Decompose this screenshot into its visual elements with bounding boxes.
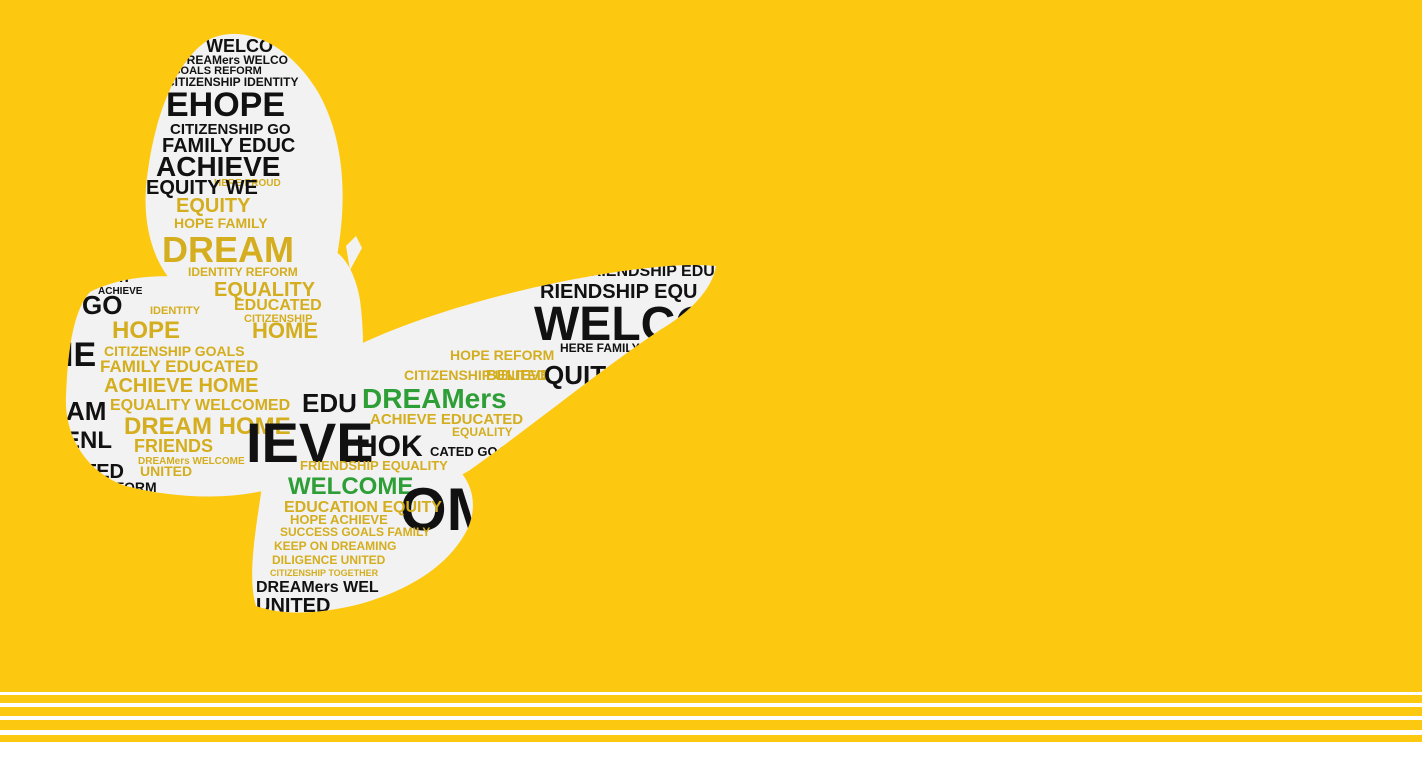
word-dreamers-welcome-small: DREAMers WELCOME	[138, 456, 245, 467]
word-citizenship-goals: CITIZENSHIP GOALS	[104, 343, 245, 359]
word-identity: IDENTITY	[150, 305, 201, 317]
word-dream-big: DREAM	[162, 229, 294, 270]
word-friends: FRIENDS	[134, 436, 213, 456]
word-education-equity: EDUCATION EQUITY	[284, 499, 442, 516]
word-welcome-green: WELCOME	[288, 473, 413, 500]
word-keep-on-dreaming: KEEP ON DREAMING	[274, 539, 396, 553]
word-family-educated: FAMILY EDUCATED	[100, 357, 258, 376]
word-welco-top: WELCO	[206, 36, 273, 56]
word-edu: EDU	[302, 388, 357, 418]
word-goals-reform: GOALS REFORM	[172, 65, 262, 77]
word-home: HOME	[252, 318, 318, 343]
word-hope-family: HOPE FAMILY	[174, 215, 268, 231]
word-dream-home: DREAM HOME	[124, 413, 291, 440]
word-citizenship-together: CITIZENSHIP TOGETHER	[270, 568, 379, 578]
word-united-bottom: UNITED	[256, 595, 330, 617]
word-big-ieve: IEVE	[246, 411, 374, 474]
word-friendship-educ: FRIENDSHIP EDUC	[580, 263, 727, 280]
word-educated-goals: CATED GOALS	[430, 444, 524, 459]
word-left-ie: IE	[64, 336, 96, 374]
word-equity-gold: EQUITY	[176, 195, 251, 217]
antenna-icon	[346, 236, 362, 270]
word-hope-mid: HOPE	[112, 317, 180, 344]
word-equality: EQUALITY	[214, 279, 316, 301]
stripe-line	[0, 730, 1422, 735]
butterfly-silhouette	[65, 33, 716, 613]
word-citizenship-identity: CITIZENSHIP IDENTITY	[166, 75, 298, 89]
word-dreamers-welco-top: DREAMers WELCO	[178, 53, 288, 67]
word-believe: BELIEVE	[486, 367, 550, 384]
word-diligence-united: DILIGENCE UNITED	[272, 553, 386, 567]
word-stay: STAY	[92, 269, 132, 286]
word-united: UNITED	[140, 463, 192, 479]
word-left-am: AM	[66, 396, 106, 426]
word-friendship-equality: FRIENDSHIP EQUALITY	[300, 458, 448, 473]
word-left-go: GO	[82, 290, 122, 320]
word-achieve-educated: ACHIEVE EDUCATED	[370, 411, 523, 428]
word-dreamers-green: DREAMers	[362, 383, 507, 414]
word-educated: EDUCATED	[234, 297, 322, 314]
word-equality-welcomed: EQUALITY WELCOMED	[110, 397, 290, 414]
word-dreamers-wel-bottom: DREAMers WEL	[256, 579, 379, 596]
stripe-line	[0, 692, 1422, 695]
word-left-enl: ENL	[64, 427, 112, 454]
word-equality-small: EQUALITY	[452, 425, 513, 439]
word-achieve-home: ACHIEVE HOME	[104, 375, 258, 397]
word-family-educ: FAMILY EDUC	[162, 135, 295, 157]
word-success-goals-family: SUCCESS GOALS FAMILY	[280, 525, 430, 539]
word-hope-achieve: HOPE ACHIEVE	[290, 512, 388, 527]
word-identity-reform: IDENTITY REFORM	[188, 265, 298, 279]
stripe-line	[0, 716, 1422, 720]
word-citizenship-united: CITIZENSHIP UNITED	[404, 367, 547, 383]
word-here-family: HERE FAMILY	[560, 341, 640, 355]
word-equity-we: EQUITY WE	[146, 177, 258, 199]
upper-right-wing	[330, 264, 716, 495]
lower-right-wing	[252, 426, 473, 613]
word-hope-reform: HOPE REFORM	[450, 347, 554, 363]
word-achieve-small: ACHIEVE	[98, 286, 143, 297]
word-reform: REFORM	[96, 479, 157, 495]
word-achieve-big: ACHIEVE	[156, 151, 280, 182]
word-here-proud: HERE PROUD	[214, 178, 281, 189]
word-big-hok: HOK	[356, 430, 423, 463]
bottom-stripes	[0, 692, 1422, 778]
word-citizenship-go: CITIZENSHIP GO	[170, 121, 291, 138]
stripe-band	[0, 742, 1422, 778]
word-riendship-equ: RIENDSHIP EQU	[540, 281, 697, 303]
word-citizenship: CITIZENSHIP	[244, 313, 312, 325]
word-hope-big: EHOPE	[166, 86, 285, 124]
word-quit: QUIT	[544, 360, 606, 390]
stripe-line	[0, 703, 1422, 707]
